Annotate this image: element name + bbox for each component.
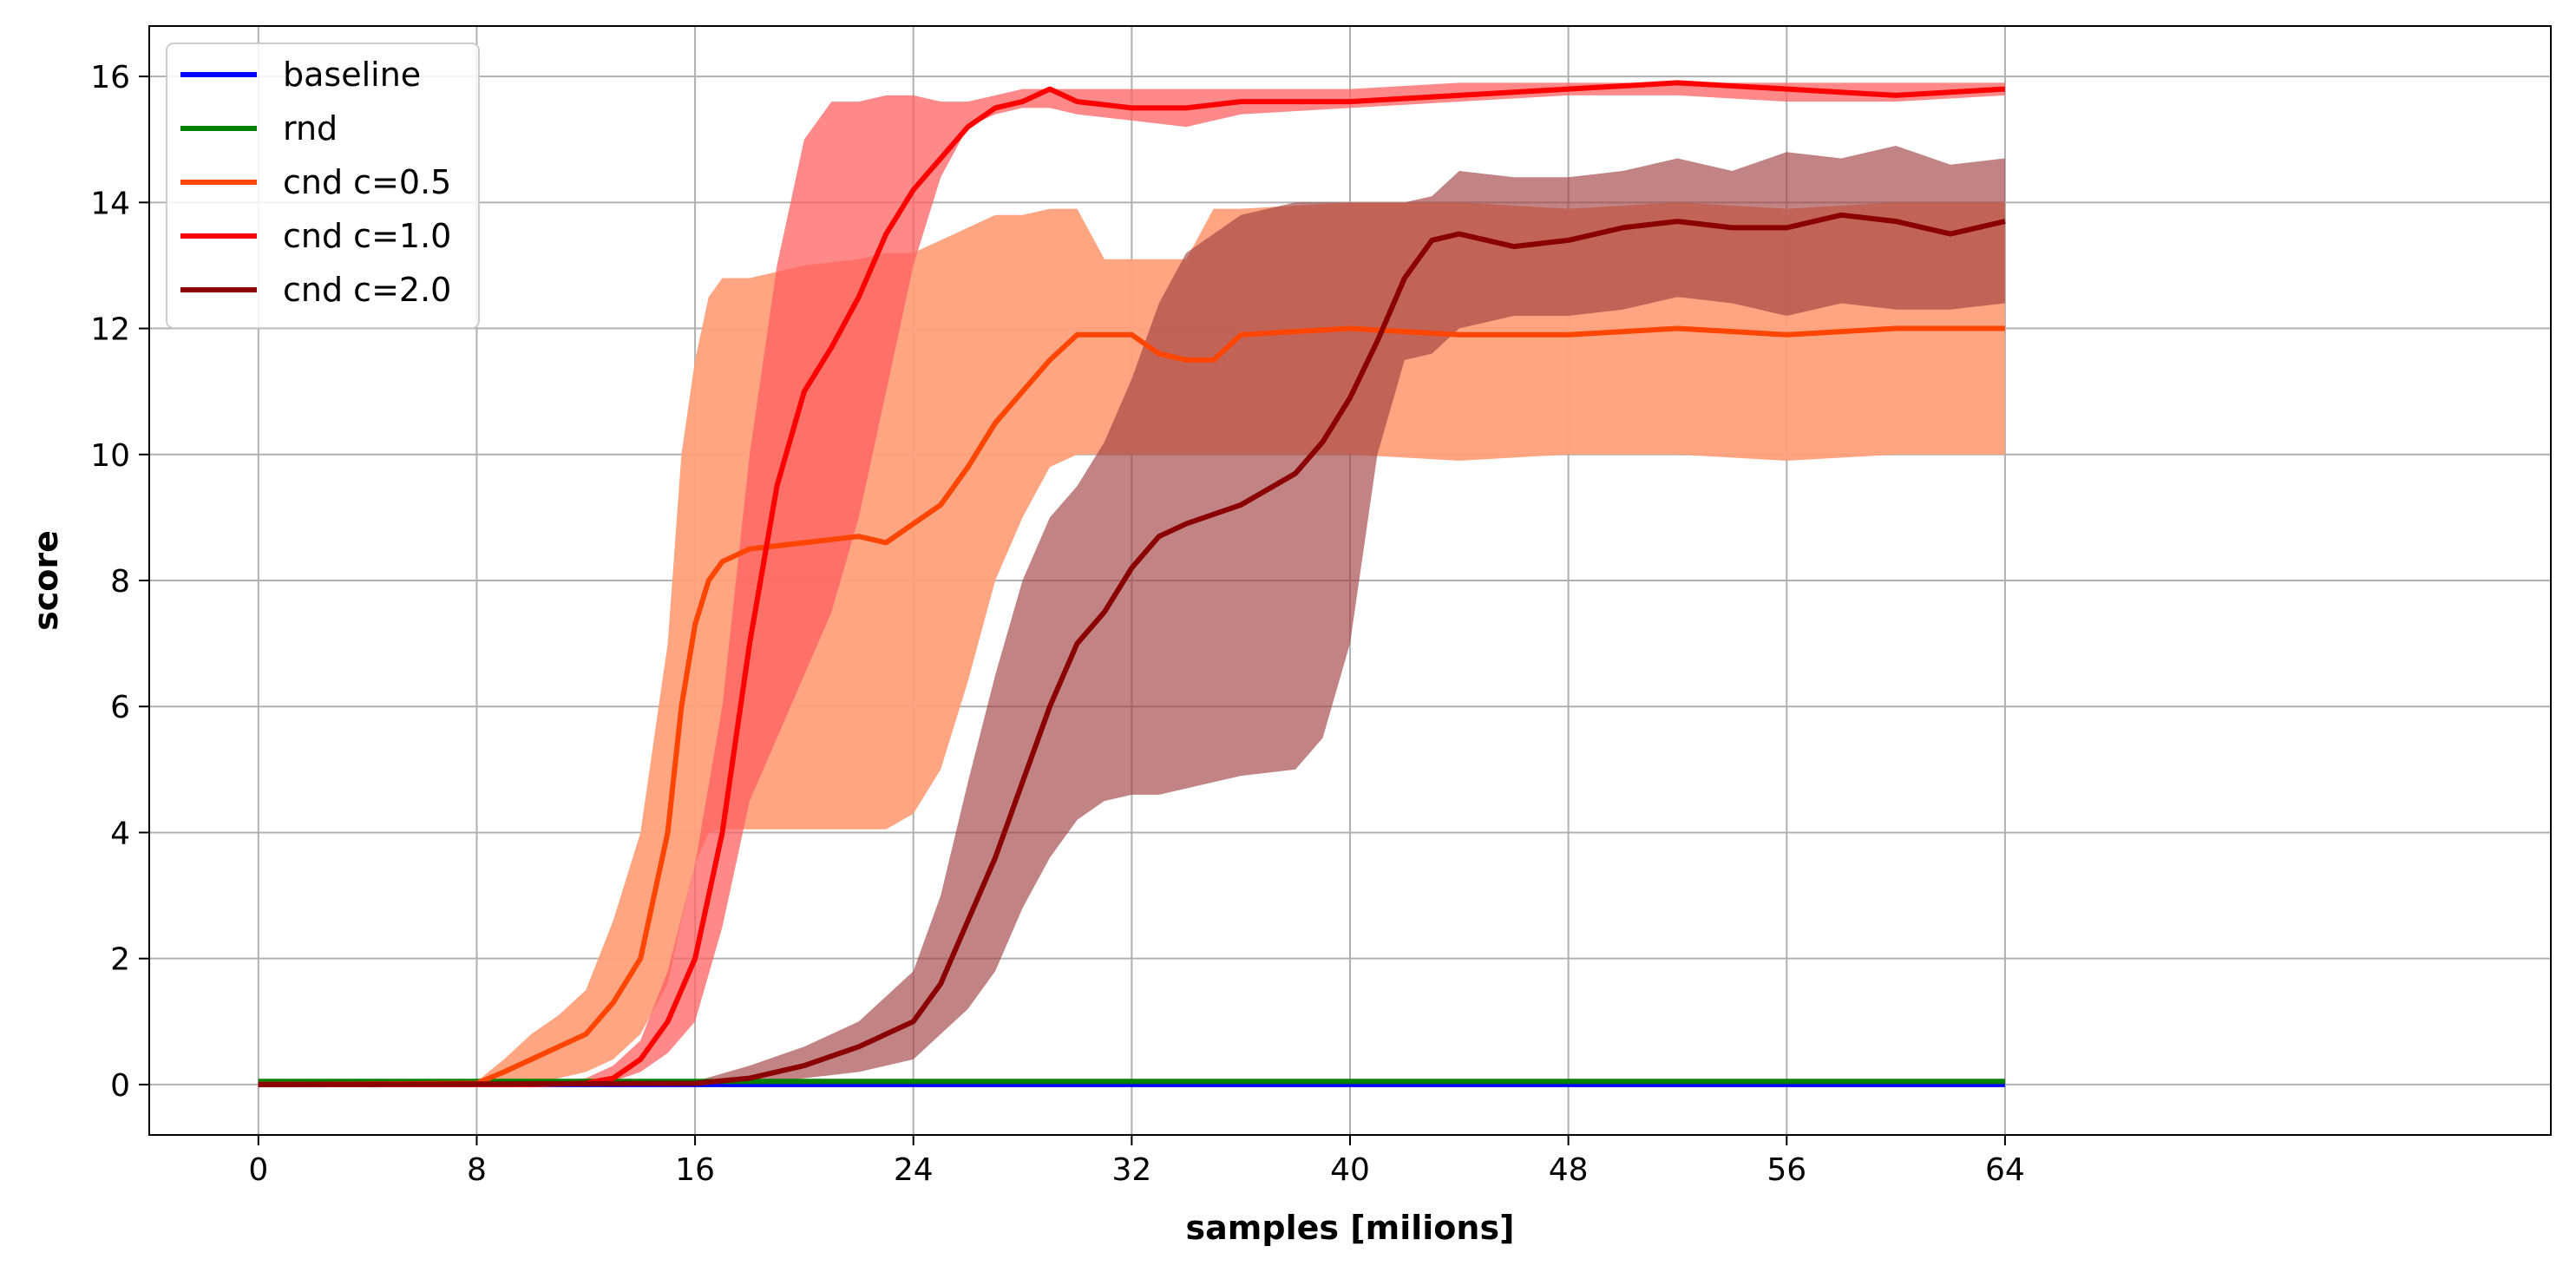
y-tick-label: 8 — [110, 564, 130, 600]
x-tick-label: 0 — [248, 1152, 268, 1188]
y-tick-label: 2 — [110, 942, 130, 978]
y-axis-label: score — [27, 530, 65, 631]
band-cnd-c-2-0 — [258, 146, 2005, 1085]
legend-label: rnd — [283, 109, 338, 148]
y-tick-label: 10 — [90, 438, 130, 474]
x-tick-label: 48 — [1549, 1152, 1589, 1188]
line-cnd-c-0-5 — [258, 325, 2005, 1087]
x-tick-label: 24 — [894, 1152, 934, 1188]
legend-label: cnd c=0.5 — [283, 163, 451, 201]
line-cnd-c-2-0 — [258, 212, 2006, 1087]
confidence-bands — [258, 82, 2005, 1085]
legend-box — [166, 43, 480, 329]
line-cnd-c-1-0 — [258, 80, 2006, 1087]
y-tick-label: 0 — [110, 1068, 130, 1104]
y-tick-label: 12 — [90, 312, 130, 348]
band-cnd-c-0-5 — [258, 202, 2005, 1085]
legend-label: cnd c=2.0 — [283, 271, 451, 309]
y-tick-label: 4 — [110, 816, 130, 851]
y-tick-label: 6 — [110, 690, 130, 725]
x-tick-label: 8 — [467, 1152, 487, 1188]
x-axis-label: samples [milions] — [1186, 1209, 1515, 1247]
legend-label: baseline — [283, 56, 421, 94]
y-tick-label: 14 — [90, 186, 130, 221]
x-tick-label: 40 — [1330, 1152, 1370, 1188]
x-tick-label: 32 — [1111, 1152, 1151, 1188]
legend-label: cnd c=1.0 — [283, 217, 451, 255]
x-tick-label: 56 — [1766, 1152, 1806, 1188]
x-tick-label: 16 — [675, 1152, 715, 1188]
legend: baseline rnd cnd c=0.5 cnd c=1.0 cnd c=2.0 — [166, 43, 480, 329]
series-lines — [258, 80, 2006, 1087]
y-tick-label: 16 — [90, 60, 130, 95]
x-tick-label: 64 — [1985, 1152, 2025, 1188]
